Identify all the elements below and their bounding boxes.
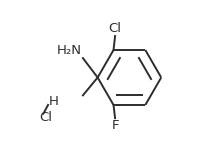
Text: Cl: Cl [108, 22, 122, 35]
Text: Cl: Cl [39, 111, 53, 124]
Text: H: H [49, 95, 59, 108]
Text: H₂N: H₂N [57, 44, 82, 57]
Text: F: F [111, 119, 119, 132]
